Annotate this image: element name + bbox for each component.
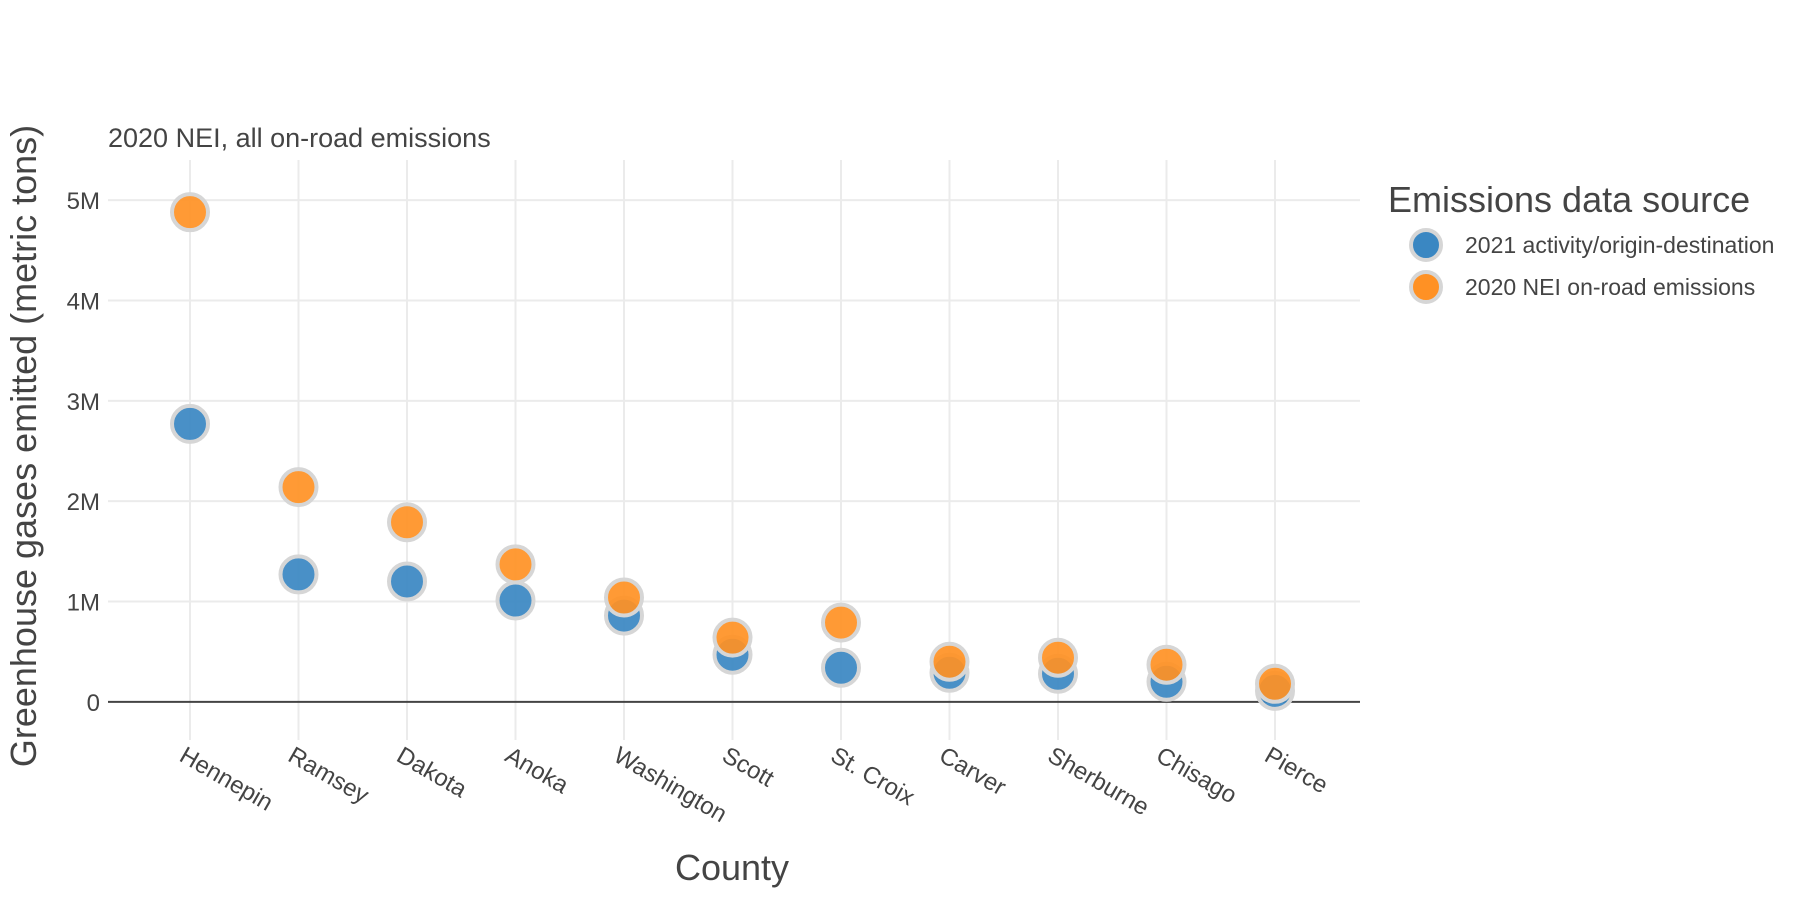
x-tick-label: Sherburne	[1043, 742, 1154, 821]
point-activity	[170, 403, 210, 444]
legend-marker	[1409, 270, 1443, 304]
point-nei	[278, 467, 319, 508]
y-tick-label: 1M	[67, 590, 100, 617]
point-nei	[929, 641, 970, 682]
point-nei	[1255, 663, 1295, 704]
x-tick-label: Chisago	[1152, 742, 1242, 809]
legend-marker	[1409, 228, 1443, 262]
point-activity	[495, 580, 536, 621]
y-tick-label: 3M	[67, 389, 100, 416]
point-nei	[1038, 637, 1078, 678]
legend-items: 2021 activity/origin-destination 2020 NEI…	[1409, 228, 1774, 304]
points-layer	[170, 192, 1295, 711]
point-activity	[278, 554, 319, 595]
point-nei	[170, 192, 210, 233]
y-tick-label: 4M	[67, 288, 100, 315]
point-nei	[604, 577, 644, 618]
grid-layer	[108, 160, 1360, 740]
legend-label: 2020 NEI on-road emissions	[1465, 274, 1755, 300]
x-tick-label: Anoka	[501, 742, 574, 800]
x-tick-label: Hennepin	[175, 742, 277, 817]
chart-subtitle: 2020 NEI, all on-road emissions	[108, 123, 491, 153]
x-tick-label: Dakota	[392, 742, 472, 804]
legend-label: 2021 activity/origin-destination	[1465, 232, 1774, 258]
point-nei	[821, 602, 861, 643]
x-tick-label: St. Croix	[826, 742, 919, 811]
legend: Emissions data source 2021 activity/orig…	[1388, 179, 1774, 304]
x-tick-label: Scott	[718, 742, 779, 793]
y-tick-label: 0	[87, 690, 100, 717]
x-tick-label: Ramsey	[284, 742, 374, 809]
y-tick-label: 2M	[67, 489, 100, 516]
point-nei	[1146, 644, 1187, 685]
y-tick-label: 5M	[67, 188, 100, 215]
y-axis-title: Greenhouse gases emitted (metric tons)	[3, 125, 44, 767]
point-activity	[387, 561, 427, 602]
point-activity	[821, 647, 861, 688]
point-nei	[495, 544, 536, 585]
point-nei	[387, 502, 427, 543]
x-tick-label: Washington	[609, 742, 731, 828]
x-axis-title: County	[675, 847, 789, 888]
legend-title: Emissions data source	[1388, 179, 1750, 220]
x-tick-label: Pierce	[1260, 742, 1332, 799]
x-tick-label: Carver	[935, 742, 1011, 801]
point-nei	[712, 617, 753, 658]
